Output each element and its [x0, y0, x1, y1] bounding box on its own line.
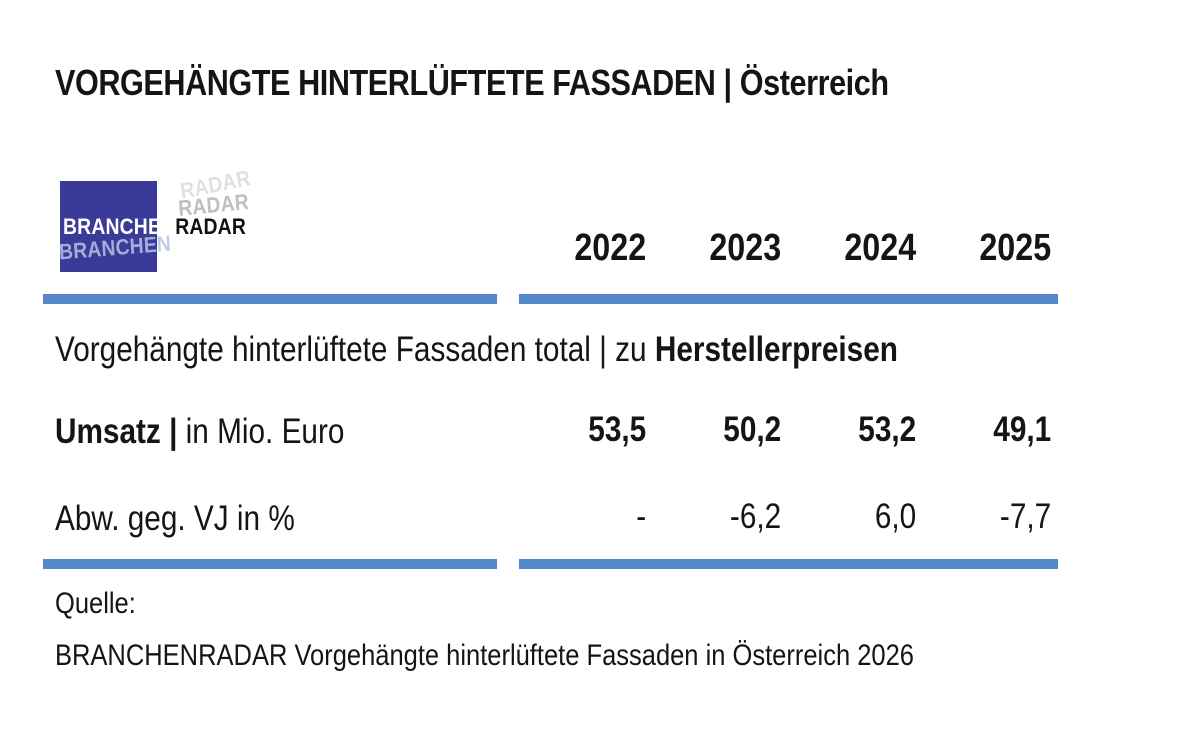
- row-label-abweichung-text: Abw. geg. VJ in %: [55, 499, 295, 538]
- logo-wordmark: BRANCHENRADAR BRANCHENRADAR BRANCHENRADA…: [58, 165, 257, 264]
- year-column-header: 2025: [979, 227, 1052, 269]
- source-label: Quelle:: [55, 587, 136, 620]
- section-header-regular: Vorgehängte hinterlüftete Fassaden total…: [55, 330, 647, 369]
- year-column-header: 2023: [709, 227, 782, 269]
- section-header-bold: Herstellerpreisen: [654, 330, 898, 369]
- table-cell: -6,2: [729, 497, 782, 536]
- table-cell: 6,0: [874, 497, 917, 536]
- row-label-umsatz-unit: in Mio. Euro: [185, 412, 345, 451]
- source-text: BRANCHENRADAR Vorgehängte hinterlüftete …: [55, 639, 914, 672]
- table-cell: 53,2: [858, 410, 917, 449]
- accent-bar-top-right: [519, 294, 1058, 304]
- year-column-header: 2024: [844, 227, 917, 269]
- logo-text-branchen: BRANCHEN: [63, 214, 176, 239]
- table-cell: 49,1: [993, 410, 1052, 449]
- table-cell: 50,2: [723, 410, 782, 449]
- row-label-umsatz: Umsatz | in Mio. Euro: [55, 412, 344, 452]
- accent-bar-bottom-left: [43, 559, 497, 569]
- logo-text-radar: RADAR: [175, 214, 246, 239]
- accent-bar-top-left: [43, 294, 497, 304]
- accent-bar-bottom-right: [519, 559, 1058, 569]
- logo-text: BRANCHENRADAR: [63, 214, 246, 240]
- row-values-umsatz: 53,5 50,2 53,2 49,1: [518, 410, 1058, 450]
- logo-blue-square: [60, 181, 157, 272]
- row-label-umsatz-strong: Umsatz |: [55, 412, 178, 451]
- row-label-abweichung: Abw. geg. VJ in %: [55, 499, 295, 539]
- section-header: Vorgehängte hinterlüftete Fassaden total…: [55, 330, 898, 370]
- row-values-abweichung: - -6,2 6,0 -7,7: [518, 497, 1058, 537]
- branchenradar-logo: BRANCHENRADAR BRANCHENRADAR BRANCHENRADA…: [58, 165, 320, 281]
- year-column-header: 2022: [574, 227, 647, 269]
- table-cell: -: [636, 497, 647, 536]
- table-cell: 53,5: [588, 410, 647, 449]
- table-cell: -7,7: [999, 497, 1052, 536]
- year-header-row: 2022 2023 2024 2025: [518, 227, 1058, 270]
- page-title: VORGEHÄNGTE HINTERLÜFTETE FASSADEN | Öst…: [55, 62, 889, 103]
